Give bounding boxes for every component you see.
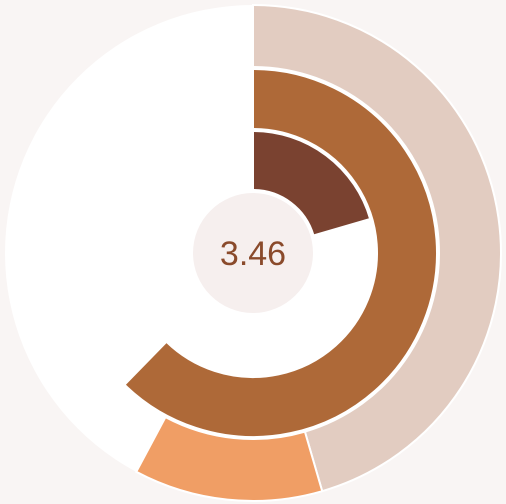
outer-ring-slice-2 xyxy=(134,415,324,502)
ring-slices xyxy=(123,3,502,502)
center-disc xyxy=(193,193,313,313)
center-value-label: 3.46 xyxy=(220,235,286,273)
middle-ring-slice-1 xyxy=(123,67,438,438)
inner-ring-slice-1 xyxy=(252,129,372,237)
outer-ring-slice-1 xyxy=(252,3,502,493)
